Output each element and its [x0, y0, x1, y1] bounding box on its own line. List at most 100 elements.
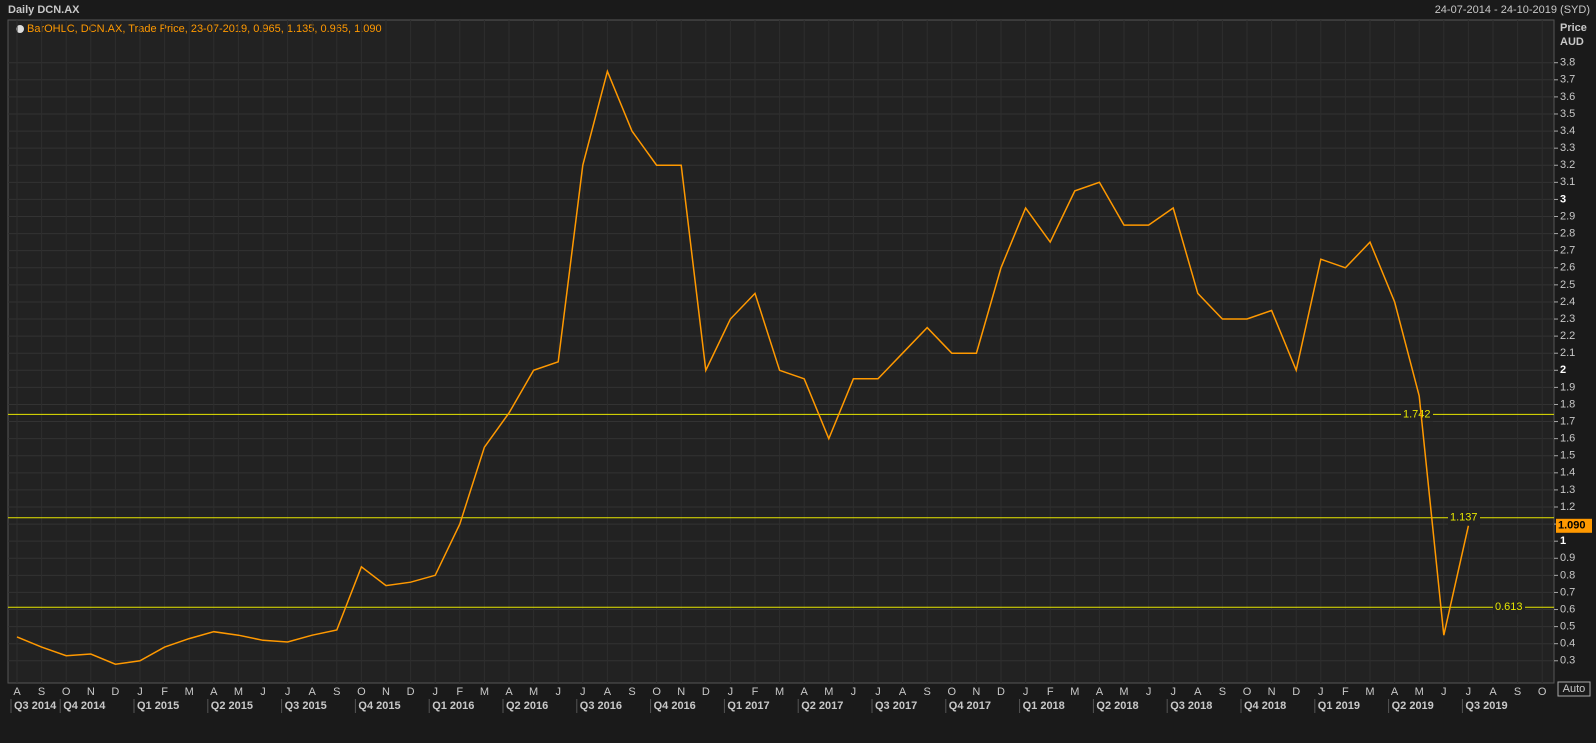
y-tick-label: 0.7 — [1560, 586, 1575, 598]
quarter-label: Q3 2019 — [1465, 700, 1507, 712]
y-tick-label: 2.2 — [1560, 330, 1575, 342]
x-tick-label: F — [456, 686, 463, 698]
x-tick-label: J — [875, 686, 881, 698]
x-tick-label: M — [234, 686, 243, 698]
x-tick-label: J — [1441, 686, 1447, 698]
x-tick-label: A — [604, 686, 612, 698]
quarter-label: Q4 2014 — [63, 700, 106, 712]
x-tick-label: F — [1342, 686, 1349, 698]
x-tick-label: S — [924, 686, 931, 698]
x-tick-label: D — [1292, 686, 1300, 698]
x-tick-label: A — [1489, 686, 1497, 698]
x-tick-label: J — [1318, 686, 1324, 698]
hline-label-bg — [1493, 600, 1525, 615]
x-tick-label: D — [702, 686, 710, 698]
chart-title: Daily DCN.AX — [8, 4, 80, 16]
y-tick-label: 3.1 — [1560, 176, 1575, 188]
x-tick-label: S — [628, 686, 635, 698]
x-tick-label: M — [1365, 686, 1374, 698]
quarter-label: Q1 2015 — [137, 700, 179, 712]
y-tick-label: 1.2 — [1560, 501, 1575, 513]
y-tick-label: 3.7 — [1560, 74, 1575, 86]
plot-area — [7, 19, 1555, 684]
x-tick-label: A — [13, 686, 21, 698]
x-tick-label: J — [555, 686, 561, 698]
quarter-label: Q2 2015 — [211, 700, 253, 712]
last-price-box — [1556, 518, 1592, 533]
quarter-label: Q3 2016 — [580, 700, 622, 712]
y-tick-label: 3.3 — [1560, 142, 1575, 154]
y-tick-label: 1.5 — [1560, 450, 1575, 462]
quarter-label: Q1 2019 — [1318, 700, 1360, 712]
quarter-label: Q2 2016 — [506, 700, 548, 712]
y-tick-label: 0.4 — [1560, 638, 1575, 650]
y-tick-label: 0.6 — [1560, 603, 1575, 615]
y-axis-label: Price — [1560, 22, 1587, 34]
hline-label-bg — [1448, 510, 1480, 525]
quarter-label: Q4 2016 — [654, 700, 696, 712]
y-tick-label: 1.8 — [1560, 398, 1575, 410]
x-tick-label: S — [333, 686, 340, 698]
x-tick-label: J — [137, 686, 143, 698]
y-tick-label: 1.9 — [1560, 381, 1575, 393]
x-tick-label: O — [652, 686, 661, 698]
x-tick-label: N — [1268, 686, 1276, 698]
quarter-label: Q1 2018 — [1023, 700, 1065, 712]
x-tick-label: S — [1219, 686, 1226, 698]
x-tick-label: A — [899, 686, 907, 698]
x-tick-label: D — [407, 686, 415, 698]
y-tick-label: 1.7 — [1560, 415, 1575, 427]
x-tick-label: J — [1146, 686, 1152, 698]
x-tick-label: A — [505, 686, 513, 698]
y-tick-label: 2.8 — [1560, 228, 1575, 240]
y-tick-label: 3.4 — [1560, 125, 1575, 137]
x-tick-label: F — [161, 686, 168, 698]
y-tick-label: 2.3 — [1560, 313, 1575, 325]
x-tick-label: O — [1538, 686, 1547, 698]
legend-icon — [16, 25, 24, 33]
quarter-label: Q3 2015 — [285, 700, 327, 712]
x-tick-label: F — [1047, 686, 1054, 698]
y-tick-label: 2.7 — [1560, 245, 1575, 257]
y-tick-label: 0.3 — [1560, 655, 1575, 667]
y-tick-label: 3.2 — [1560, 159, 1575, 171]
price-line — [16, 68, 1470, 665]
hline-label: 1.742 — [1403, 408, 1431, 420]
x-tick-label: J — [1023, 686, 1029, 698]
x-tick-label: A — [1391, 686, 1399, 698]
y-tick-label: 0.5 — [1560, 621, 1575, 633]
y-tick-label: 3.8 — [1560, 57, 1575, 69]
hline-label-bg — [1401, 407, 1433, 422]
quarter-label: Q4 2017 — [949, 700, 991, 712]
x-tick-label: N — [972, 686, 980, 698]
x-tick-label: D — [111, 686, 119, 698]
y-tick-label: 2.9 — [1560, 210, 1575, 222]
quarter-label: Q4 2015 — [358, 700, 400, 712]
x-tick-label: M — [775, 686, 784, 698]
quarter-label: Q3 2018 — [1170, 700, 1212, 712]
x-tick-label: M — [1070, 686, 1079, 698]
auto-label[interactable]: Auto — [1563, 683, 1586, 695]
x-tick-label: A — [309, 686, 317, 698]
auto-button[interactable] — [1557, 681, 1591, 697]
last-price-label: 1.090 — [1558, 520, 1586, 532]
y-tick-label: 1.4 — [1560, 467, 1575, 479]
x-tick-label: M — [824, 686, 833, 698]
y-tick-label: 2.4 — [1560, 296, 1575, 308]
quarter-label: Q1 2017 — [727, 700, 769, 712]
x-tick-label: M — [185, 686, 194, 698]
y-tick-label: 1.3 — [1560, 484, 1575, 496]
x-tick-label: M — [529, 686, 538, 698]
x-tick-label: J — [580, 686, 586, 698]
x-tick-label: M — [1119, 686, 1128, 698]
x-tick-label: O — [1243, 686, 1252, 698]
x-tick-label: A — [1096, 686, 1104, 698]
y-tick-label: 2.1 — [1560, 347, 1575, 359]
x-tick-label: M — [480, 686, 489, 698]
hline-label: 1.137 — [1450, 512, 1478, 524]
y-tick-label: 0.9 — [1560, 552, 1575, 564]
x-tick-label: A — [801, 686, 809, 698]
x-tick-label: O — [357, 686, 366, 698]
x-tick-label: A — [210, 686, 218, 698]
